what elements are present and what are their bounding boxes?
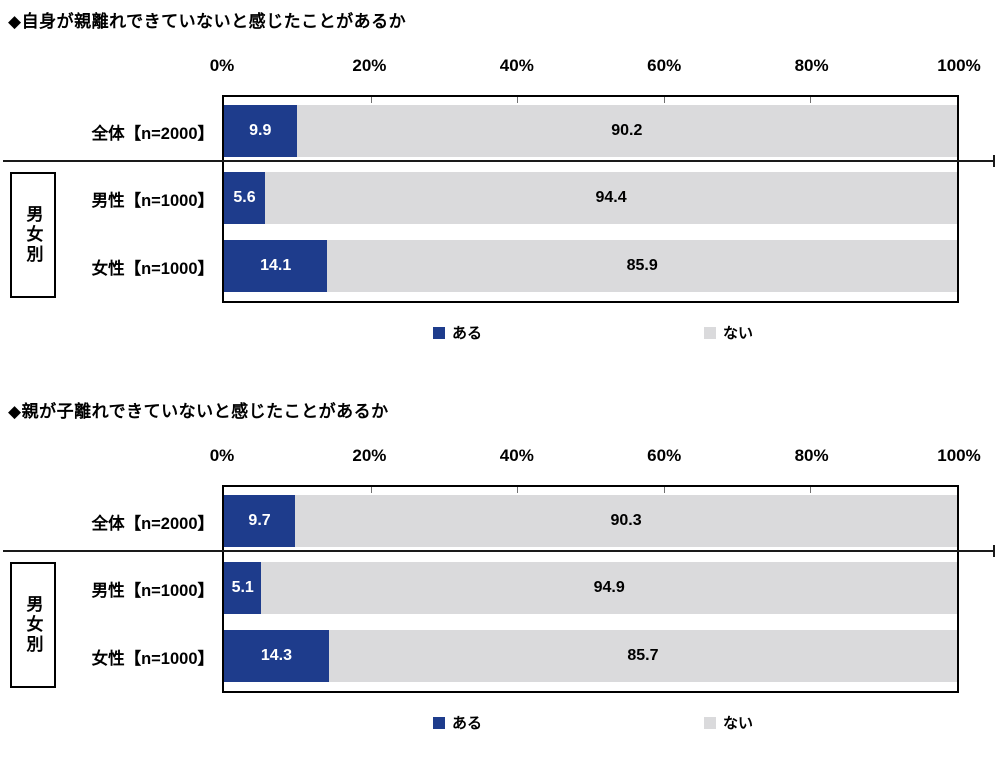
legend-swatch-nai [704,716,716,729]
gender-group-label: 男女別 [23,595,43,655]
legend-label-aru: ある [452,715,483,732]
row-label-total: 全体【n=2000】 [91,125,214,143]
bar-segment-nai: 85.9 [327,240,957,292]
bar-value-label: 94.9 [593,579,625,596]
legend-swatch-aru [433,326,445,339]
separator-end-tick [993,155,995,167]
axis-tick-label: 60% [647,446,682,465]
bar-segment-nai: 94.4 [265,172,957,224]
bar-value-label: 85.9 [626,257,658,274]
chart-parent-independence: ◆親が子離れできていないと感じたことがあるか 0% 20% 40% 60% 80… [0,390,1000,758]
gender-group-box: 男女別 [10,562,56,688]
legend-swatch-nai [704,326,716,339]
chart-self-independence: ◆自身が親離れできていないと感じたことがあるか 0% 20% 40% 60% 8… [0,12,1000,346]
bar-value-label: 14.1 [260,257,292,274]
bar-segment-nai: 85.7 [328,630,957,682]
row-label-male: 男性【n=1000】 [91,192,214,210]
chart-title: ◆親が子離れできていないと感じたことがあるか [8,402,389,421]
separator-end-tick [993,545,995,557]
axis-tick-mark [370,97,372,103]
bar-value-label: 94.4 [595,189,627,206]
category-separator-line [3,160,995,162]
legend: ある ない [0,322,1000,346]
row-label-male: 男性【n=1000】 [91,582,214,600]
bar-value-label: 14.3 [260,647,292,664]
bar-segment-nai: 90.3 [295,495,957,547]
row-label-female: 女性【n=1000】 [91,260,214,278]
bar-value-label: 90.3 [610,512,642,529]
axis-tick-label: 40% [499,446,534,465]
axis-tick-label: 0% [209,446,235,465]
bar-value-label: 85.7 [627,647,659,664]
legend-item-aru: ある [433,712,482,733]
legend-item-nai: ない [704,322,753,343]
row-label-total: 全体【n=2000】 [91,515,214,533]
axis-tick-label: 20% [352,446,387,465]
x-axis: 0% 20% 40% 60% 80% 100% [210,446,981,474]
bar-segment-aru: 14.1 [224,240,328,292]
axis-tick-mark [663,487,665,493]
bar-value-label: 9.7 [248,512,271,529]
legend-item-aru: ある [433,322,482,343]
legend-label-aru: ある [452,325,483,342]
axis-tick-mark [810,487,812,493]
gender-group-label: 男女別 [23,205,43,265]
bar-value-label: 5.1 [231,579,254,596]
row-label-female: 女性【n=1000】 [91,650,214,668]
axis-tick-label: 60% [647,56,682,75]
bar-row-male: 5.1 94.9 [224,562,957,614]
axis-tick-mark [517,487,519,493]
axis-tick-label: 20% [352,56,387,75]
bar-row-total: 9.7 90.3 [224,495,957,547]
bar-segment-aru: 5.6 [224,172,266,224]
bar-row-total: 9.9 90.2 [224,105,957,157]
bar-segment-aru: 14.3 [224,630,329,682]
x-axis: 0% 20% 40% 60% 80% 100% [210,56,981,84]
legend-label-nai: ない [723,715,754,732]
bar-row-female: 14.3 85.7 [224,630,957,682]
bar-segment-aru: 9.9 [224,105,297,157]
legend: ある ない [0,712,1000,736]
legend-item-nai: ない [704,712,753,733]
bar-value-label: 9.9 [249,122,272,139]
legend-swatch-aru [433,716,445,729]
plot-area: 9.7 90.3 5.1 94.9 14.3 85.7 [222,485,959,693]
bar-row-female: 14.1 85.9 [224,240,957,292]
plot-area: 9.9 90.2 5.6 94.4 14.1 85.9 [222,95,959,303]
axis-tick-label: 100% [937,56,981,75]
bar-segment-aru: 5.1 [224,562,262,614]
axis-tick-mark [370,487,372,493]
bar-value-label: 5.6 [233,189,256,206]
bar-row-male: 5.6 94.4 [224,172,957,224]
axis-tick-label: 80% [794,56,829,75]
axis-tick-mark [810,97,812,103]
axis-tick-label: 40% [499,56,534,75]
legend-label-nai: ない [723,325,754,342]
axis-tick-mark [663,97,665,103]
axis-tick-label: 80% [794,446,829,465]
axis-tick-label: 0% [209,56,235,75]
axis-tick-mark [517,97,519,103]
bar-value-label: 90.2 [611,122,643,139]
bar-segment-nai: 94.9 [261,562,957,614]
axis-tick-label: 100% [937,446,981,465]
bar-segment-aru: 9.7 [224,495,296,547]
bar-segment-nai: 90.2 [296,105,957,157]
category-separator-line [3,550,995,552]
chart-title: ◆自身が親離れできていないと感じたことがあるか [8,12,407,31]
gender-group-box: 男女別 [10,172,56,298]
